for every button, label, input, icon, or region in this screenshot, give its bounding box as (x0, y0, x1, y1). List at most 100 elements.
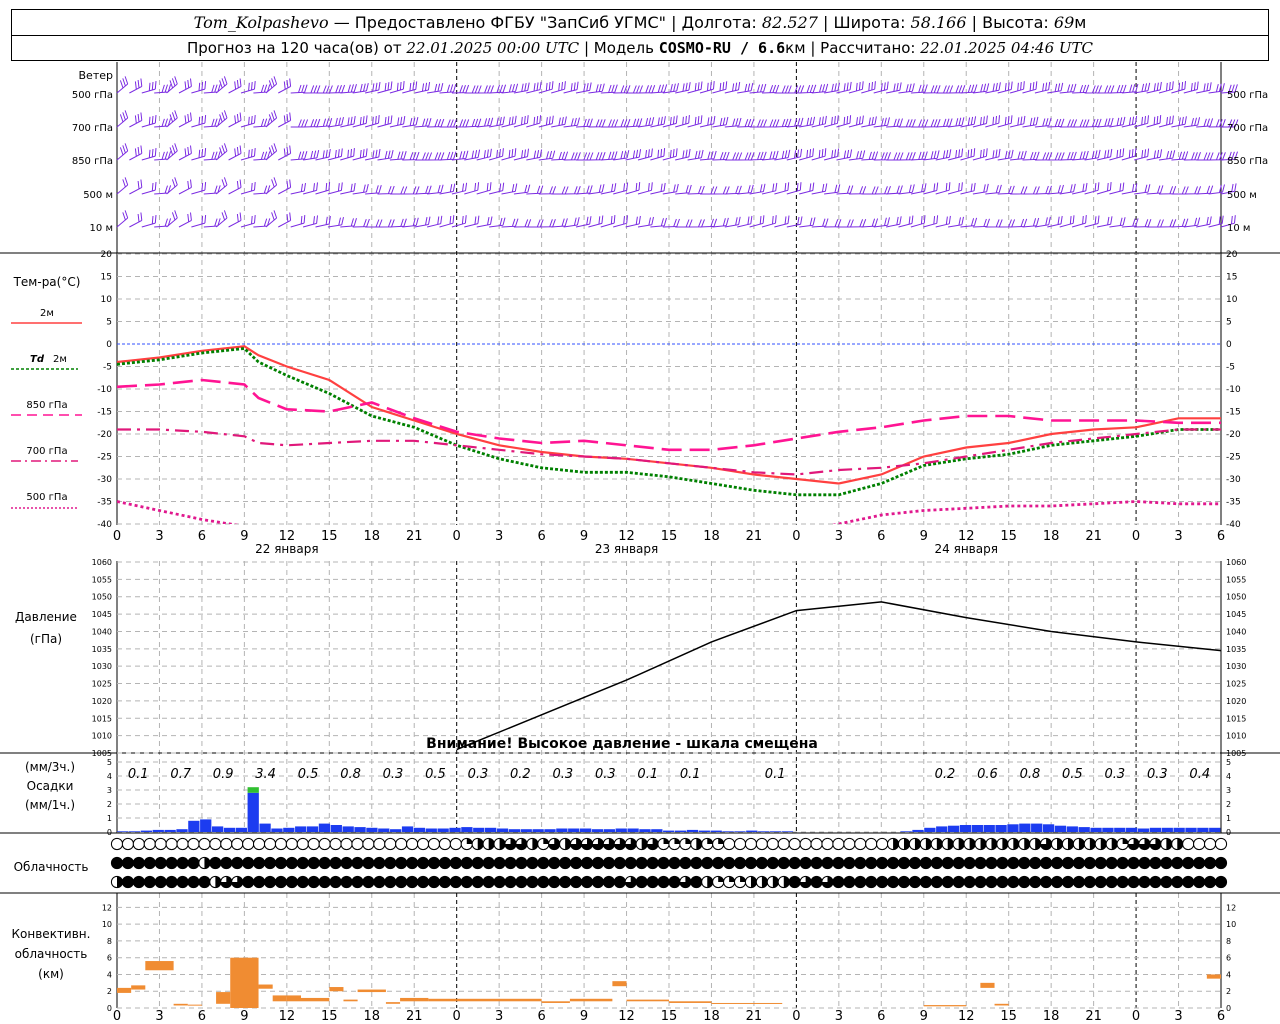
wind-barb (166, 143, 178, 161)
wind-barb (650, 84, 668, 94)
wind-barb (1047, 215, 1063, 228)
cloud-fill (942, 876, 954, 888)
temp-ytick-left-5: -5 (103, 363, 112, 373)
precip-bar (1114, 827, 1126, 832)
hour-tick-lower-22: 18 (1043, 1009, 1060, 1024)
wind-barb (1022, 151, 1040, 161)
wind-barb (191, 148, 207, 161)
wind-barb (935, 85, 954, 94)
wind-barb (1047, 184, 1064, 195)
legend-2m-label: 2м (40, 308, 54, 319)
precip-bar (710, 830, 722, 832)
precip-bar (378, 828, 390, 832)
wind-barb (1084, 118, 1102, 128)
cloud-fill (865, 876, 877, 888)
wind-barb (215, 177, 228, 195)
wind-barb (303, 149, 320, 161)
wind-barb (352, 218, 370, 228)
wind-barb (240, 182, 256, 195)
precip-unit-3h: (мм/3ч.) (25, 760, 75, 774)
precip-bar (1054, 825, 1067, 832)
conv-bar-22 (669, 1001, 712, 1003)
wind-barb (563, 117, 580, 128)
hour-tick-upper-3: 9 (240, 529, 248, 544)
wind-level-10m: 10 м (90, 223, 113, 234)
hour-tick-upper-7: 21 (406, 529, 423, 544)
wind-barb (786, 117, 804, 128)
wind-barb (240, 81, 256, 94)
wind-barb (724, 185, 742, 195)
precip-bar (271, 828, 283, 832)
cloud-symbol (854, 837, 867, 851)
cloud-fill (417, 857, 429, 869)
wind-barb (402, 81, 418, 94)
wind-barb (637, 148, 653, 161)
hour-tick-upper-1: 3 (155, 529, 163, 544)
wind-barb (712, 217, 729, 228)
hour-tick-lower-26: 6 (1217, 1009, 1225, 1024)
precip-bar (188, 820, 200, 832)
wind-barb (427, 152, 445, 161)
cloud-fill (1138, 857, 1151, 869)
precip-total-21: 0.8 (1020, 767, 1041, 782)
temp-ytick-left-10: -30 (97, 475, 112, 485)
wind-barb (327, 148, 343, 161)
wind-barb (501, 183, 518, 195)
cloud-fill (1138, 876, 1151, 888)
precip-bar (781, 831, 794, 832)
cloud-fill (996, 857, 1008, 869)
cloud-symbol (220, 837, 233, 851)
cloud-fill (133, 857, 145, 869)
wind-barb (1183, 152, 1201, 161)
cloud-fill (789, 857, 801, 869)
cloud-fill (155, 857, 167, 869)
cloud-fill (406, 876, 418, 888)
wind-level-700hpa: 700 гПа (72, 123, 113, 134)
wind-barb (439, 183, 456, 195)
cloud-fill (718, 838, 724, 844)
wind-barb (836, 185, 854, 195)
pres-ytick-right-1: 1055 (1226, 575, 1246, 584)
wind-barb (786, 85, 805, 94)
cloud-fill (515, 857, 528, 869)
wind-barb (613, 150, 630, 161)
wind-barb (1171, 81, 1186, 94)
cloud-fill (395, 857, 407, 869)
temp-ytick-left-8: -20 (97, 430, 112, 440)
cloud-fill (275, 857, 287, 869)
cloud-fill (1040, 857, 1052, 869)
wind-barb (675, 148, 691, 161)
wind-barb (1220, 151, 1238, 161)
wind-barb (327, 216, 344, 228)
temp-ytick-right-9: -25 (1226, 453, 1241, 463)
precip-bar (912, 829, 924, 832)
cloud-fill (657, 857, 670, 869)
cloud-fill (122, 876, 134, 888)
cloud-fill (537, 876, 549, 888)
wind-barb (1208, 83, 1225, 94)
prec-ytick-left-5: 5 (107, 758, 112, 767)
cloud-fill (1204, 857, 1216, 869)
wind-barb (588, 215, 604, 228)
wind-barb (662, 148, 678, 161)
wind-barb (687, 219, 705, 228)
wind-barb (997, 219, 1016, 228)
conv-ytick-right-2: 8 (1226, 937, 1231, 946)
wind-barb (389, 186, 408, 195)
cloud-fill (1171, 876, 1183, 888)
cloud-fill (685, 838, 691, 844)
wind-barb (1022, 81, 1038, 94)
wind-barb (972, 115, 988, 128)
wind-barb (141, 182, 157, 195)
precip-bar (1102, 827, 1114, 832)
cloud-fill (319, 876, 331, 888)
pres-ytick-right-10: 1010 (1226, 732, 1246, 741)
temp-ytick-left-2: 10 (101, 295, 113, 305)
precip-bar (1197, 827, 1209, 832)
cloud-symbol (744, 837, 758, 851)
wind-barb (364, 82, 381, 94)
wind-barb (824, 219, 842, 228)
wind-barb (848, 115, 864, 128)
wind-barb (1196, 216, 1212, 228)
precip-bar (330, 825, 342, 832)
